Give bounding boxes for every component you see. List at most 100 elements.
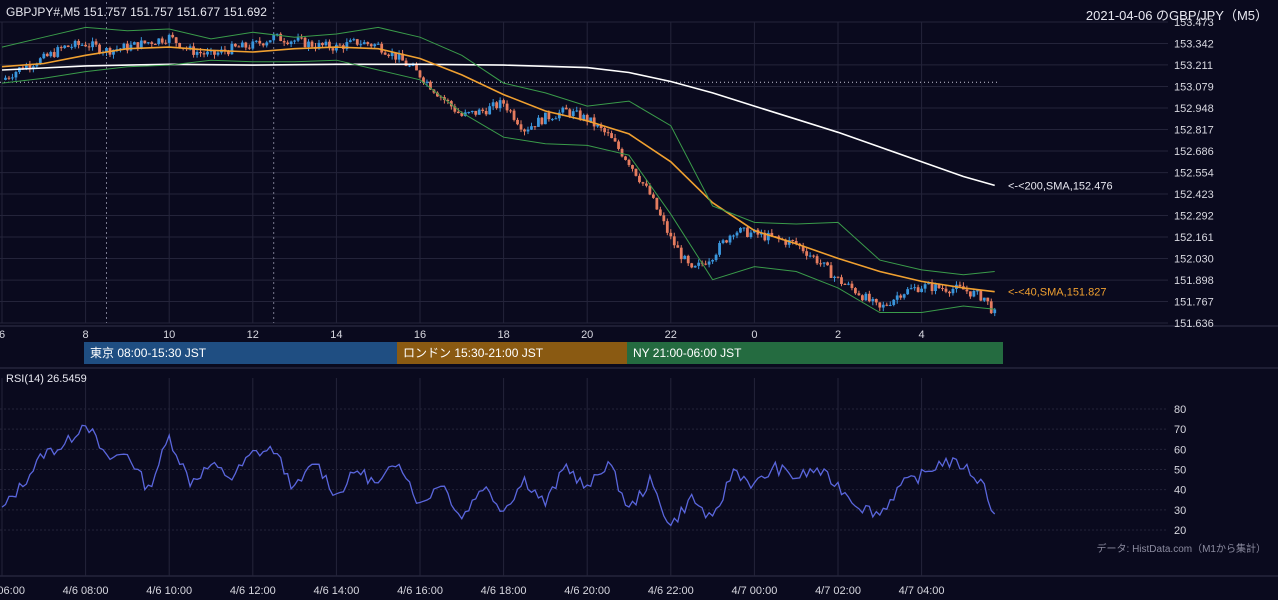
candle-body-up bbox=[822, 262, 826, 264]
candle-body-down bbox=[509, 110, 512, 112]
candle-body-down bbox=[199, 51, 202, 54]
candle-body-down bbox=[87, 46, 91, 48]
candle-body-down bbox=[930, 283, 934, 292]
candle-body-down bbox=[505, 103, 509, 111]
price-tick-label: 152.554 bbox=[1174, 168, 1214, 180]
candle-body-up bbox=[711, 260, 714, 262]
candle-body-up bbox=[544, 112, 547, 125]
candle-body-down bbox=[261, 43, 265, 46]
quote-label: GBPJPY#,M5 151.757 151.757 151.677 151.6… bbox=[6, 5, 267, 19]
rsi-time-tick-label: 4/6 14:00 bbox=[313, 585, 359, 597]
candle-body-down bbox=[247, 47, 251, 49]
candle-body-up bbox=[265, 42, 269, 46]
candle-body-down bbox=[422, 77, 425, 83]
candle-body-down bbox=[126, 43, 129, 51]
candle-body-down bbox=[676, 245, 680, 248]
candle-body-down bbox=[279, 33, 283, 42]
sma40-annotation: <-<40,SMA,151.827 bbox=[1008, 287, 1106, 299]
candle-body-up bbox=[909, 288, 913, 290]
candle-body-up bbox=[571, 111, 575, 116]
candle-body-up bbox=[129, 44, 133, 51]
rsi-tick-label: 30 bbox=[1174, 505, 1186, 517]
candle-body-down bbox=[725, 240, 728, 243]
price-tick-label: 151.898 bbox=[1174, 275, 1214, 287]
candle-body-up bbox=[728, 235, 732, 243]
candle-body-down bbox=[523, 129, 526, 132]
candle-body-up bbox=[352, 39, 356, 41]
candle-body-down bbox=[136, 42, 140, 49]
rsi-gridlines bbox=[0, 378, 1168, 576]
candle-body-up bbox=[63, 45, 67, 48]
candle-body-up bbox=[864, 293, 868, 301]
candle-body-up bbox=[718, 243, 721, 255]
rsi-time-tick-label: 4/6 22:00 bbox=[648, 585, 694, 597]
candle-body-down bbox=[658, 209, 662, 216]
candle-body-up bbox=[498, 100, 502, 109]
price-tick-label: 152.686 bbox=[1174, 146, 1214, 158]
candle-body-up bbox=[390, 52, 394, 57]
candle-body-down bbox=[160, 38, 164, 43]
rsi-tick-label: 60 bbox=[1174, 444, 1186, 456]
rsi-time-tick-label: 4/6 06:00 bbox=[0, 585, 25, 597]
time-tick-label: 6 bbox=[0, 329, 5, 341]
candle-body-up bbox=[707, 261, 711, 265]
candle-body-up bbox=[972, 291, 976, 297]
candle-body-down bbox=[456, 111, 460, 114]
candle-body-down bbox=[380, 43, 384, 53]
candle-body-down bbox=[449, 101, 453, 107]
candle-body-down bbox=[958, 284, 962, 287]
candle-body-up bbox=[902, 294, 906, 298]
candle-body-down bbox=[805, 251, 809, 256]
candle-body-down bbox=[746, 227, 749, 238]
candle-body-up bbox=[871, 298, 875, 302]
data-credit: データ: HistData.com（M1から集計） bbox=[1096, 544, 1266, 555]
candle-body-down bbox=[641, 182, 645, 184]
candle-body-down bbox=[672, 236, 676, 246]
candle-body-down bbox=[854, 288, 857, 294]
candle-body-down bbox=[690, 263, 694, 268]
candle-body-down bbox=[495, 102, 499, 109]
price-tick-label: 152.423 bbox=[1174, 189, 1214, 201]
candle-body-down bbox=[801, 245, 805, 252]
candle-body-down bbox=[474, 110, 478, 115]
candle-body-down bbox=[429, 81, 432, 90]
candle-body-up bbox=[491, 102, 495, 107]
candle-body-down bbox=[564, 107, 568, 110]
candle-body-up bbox=[425, 81, 429, 83]
candle-body-down bbox=[481, 109, 485, 112]
candle-body-up bbox=[808, 255, 812, 257]
candle-body-up bbox=[167, 34, 171, 43]
candle-body-down bbox=[213, 50, 216, 55]
candle-body-down bbox=[7, 77, 11, 79]
price-tick-label: 152.948 bbox=[1174, 103, 1214, 115]
candle-body-down bbox=[568, 109, 572, 116]
candle-body-down bbox=[662, 215, 666, 222]
session-newyork: NY 21:00-06:00 JST bbox=[627, 342, 1003, 364]
rsi-time-tick-label: 4/6 16:00 bbox=[397, 585, 443, 597]
time-tick-label: 0 bbox=[751, 329, 757, 341]
candle-body-down bbox=[153, 43, 157, 45]
candle-body-up bbox=[488, 106, 492, 115]
candle-body-down bbox=[439, 96, 443, 98]
candle-body-down bbox=[948, 291, 951, 294]
price-tick-label: 152.161 bbox=[1174, 232, 1214, 244]
candle-body-down bbox=[436, 92, 439, 97]
candle-body-down bbox=[965, 289, 969, 292]
time-tick-label: 18 bbox=[497, 329, 509, 341]
rsi-time-tick-label: 4/7 04:00 bbox=[899, 585, 945, 597]
time-tick-label: 12 bbox=[247, 329, 259, 341]
rsi-tick-label: 20 bbox=[1174, 525, 1186, 537]
candle-body-up bbox=[139, 40, 143, 49]
candle-body-down bbox=[968, 291, 972, 297]
time-tick-label: 4 bbox=[919, 329, 925, 341]
candle-body-down bbox=[258, 40, 262, 44]
candle-body-up bbox=[112, 49, 115, 55]
candle-body-down bbox=[770, 232, 774, 237]
candle-body-down bbox=[679, 247, 683, 260]
candle-body-down bbox=[28, 64, 32, 69]
candle-body-up bbox=[582, 114, 586, 120]
candle-body-down bbox=[338, 44, 342, 46]
candle-body-up bbox=[38, 58, 42, 65]
rsi-time-tick-label: 4/7 00:00 bbox=[731, 585, 777, 597]
candle-body-up bbox=[132, 42, 136, 45]
